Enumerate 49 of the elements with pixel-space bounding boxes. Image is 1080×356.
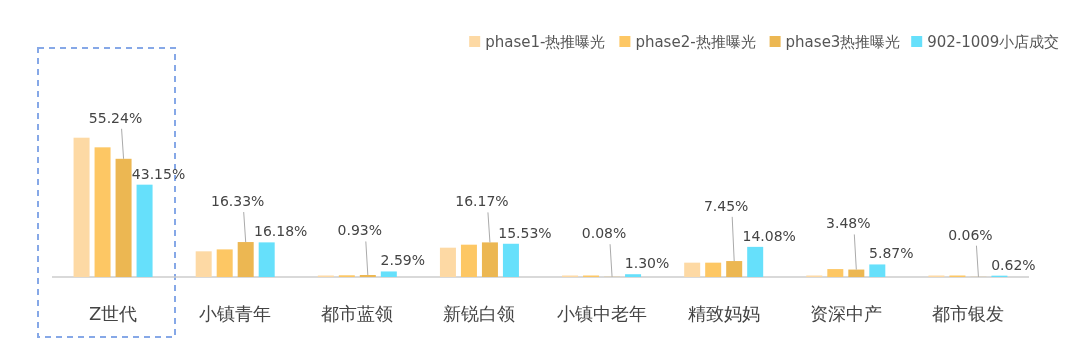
bar: [726, 261, 743, 277]
x-tick-label: 资深中产: [809, 303, 882, 324]
bar: [439, 247, 456, 277]
x-tick-label: Z世代: [88, 303, 138, 324]
bar: [827, 269, 844, 277]
bar: [747, 246, 764, 277]
bar: [869, 264, 886, 277]
bar: [705, 262, 722, 277]
data-label: 5.87%: [869, 245, 914, 262]
legend-label: phase1-热推曝光: [485, 33, 606, 51]
x-tick-label: 新锐白领: [443, 303, 516, 324]
data-label: 55.24%: [88, 109, 143, 126]
data-label: 0.62%: [991, 256, 1036, 273]
data-label: 2.59%: [380, 252, 426, 269]
x-tick-label: 精致妈妈: [687, 303, 760, 324]
data-label: 43.15%: [131, 165, 186, 182]
bar: [380, 271, 397, 277]
data-label: 16.33%: [210, 193, 265, 210]
bar: [237, 242, 254, 277]
legend-label: 902-1009小店成交: [927, 33, 1060, 51]
data-label: 16.18%: [253, 223, 308, 240]
bar: [460, 244, 477, 277]
legend-label: phase2-热推曝光: [635, 33, 756, 51]
data-label: 0.93%: [337, 222, 383, 239]
bar: [502, 243, 519, 277]
bar: [258, 242, 275, 277]
x-tick-label: 小镇中老年: [556, 303, 647, 324]
bar: [136, 184, 153, 277]
bar: [848, 269, 865, 277]
data-label: 15.53%: [498, 224, 552, 241]
x-tick-label: 都市蓝领: [321, 303, 394, 324]
data-label: 0.08%: [581, 225, 627, 242]
bar: [195, 251, 212, 277]
bar: [216, 249, 233, 277]
bar: [481, 242, 498, 277]
bar: [73, 137, 90, 277]
bar: [684, 262, 701, 277]
bar: [625, 274, 642, 277]
x-tick-label: 小镇青年: [199, 303, 272, 324]
bar: [94, 147, 111, 277]
data-label: 7.45%: [703, 197, 749, 214]
data-label: 1.30%: [624, 255, 670, 272]
data-label: 3.48%: [826, 215, 871, 232]
bar: [115, 158, 132, 277]
data-label: 16.17%: [455, 193, 509, 210]
legend-label: phase3热推曝光: [785, 33, 901, 51]
data-label: 0.06%: [948, 226, 993, 243]
x-tick-label: 都市银发: [931, 303, 1004, 324]
data-label: 14.08%: [742, 227, 796, 244]
